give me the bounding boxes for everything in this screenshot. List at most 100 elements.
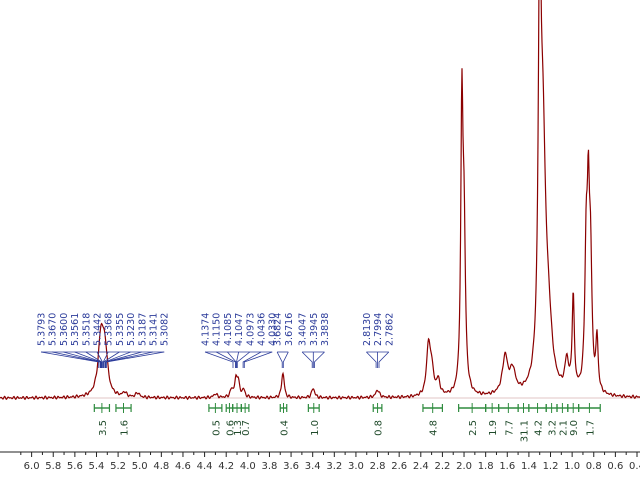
x-tick-label: 1.8 [478, 461, 494, 472]
peak-shift-label: 4.1150 [212, 313, 223, 346]
integral-value-label: 0.5 [211, 420, 222, 436]
peak-shift-label: 5.3670 [48, 313, 59, 346]
integral-value-label: 0.8 [374, 420, 385, 436]
integrals-group: 3.5 1.6 0.5 0.61.30.7 0.4 1.0 0.8 4.8 2.5 1.9 7.7 3… [93, 403, 601, 442]
peak-connector [104, 351, 131, 368]
x-tick-label: 3.8 [261, 461, 277, 472]
integral-value-label: 1.7 [585, 420, 596, 436]
integral-value-label: 4.8 [429, 420, 440, 436]
peak-connector [242, 351, 262, 368]
x-tick-label: 4.6 [175, 461, 191, 472]
peak-shift-label: 4.0973 [245, 313, 256, 346]
x-tick-label: 3.6 [283, 461, 299, 472]
peak-shift-label: 3.4047 [298, 313, 309, 346]
peak-shift-label: 4.0330 [268, 313, 279, 346]
peak-connector [282, 351, 289, 368]
x-tick-label: 1.0 [564, 461, 580, 472]
peak-shift-label: 3.3945 [309, 313, 320, 346]
peak-shift-label: 5.3793 [37, 313, 48, 346]
x-tick-label: 2.2 [434, 461, 450, 472]
x-tick-label: 1.6 [499, 461, 515, 472]
spectrum-group [0, 0, 640, 401]
peak-shift-label: 5.3355 [115, 313, 126, 346]
x-tick-label: 4.0 [240, 461, 256, 472]
peak-connector [366, 351, 377, 368]
peak-connector [243, 351, 273, 368]
peak-connector [378, 351, 390, 368]
peak-connector [106, 351, 165, 368]
peak-connector [96, 351, 103, 368]
x-tick-label: 1.4 [521, 461, 537, 472]
peak-connector [104, 351, 142, 368]
peak-shift-label: 4.1085 [223, 313, 234, 346]
x-tick-label: 3.4 [305, 461, 321, 472]
peak-connector [105, 351, 154, 368]
peak-shift-label: 2.8130 [362, 313, 373, 346]
integral-value-label: 1.3 [233, 420, 244, 436]
x-tick-label: 4.2 [218, 461, 234, 472]
integral-value-label: 0.6 [226, 420, 237, 436]
integral-value-label: 31.1 [520, 420, 531, 442]
peak-shift-label: 3.6824 [273, 313, 284, 346]
integral-value-label: 3.2 [548, 420, 559, 436]
peak-connector [314, 351, 325, 368]
peak-connector [236, 351, 251, 368]
peak-shift-label: 5.3518 [81, 313, 92, 346]
peak-shift-label: 4.1047 [234, 313, 245, 346]
peak-shift-label: 4.1374 [201, 313, 212, 346]
x-tick-label: 5.4 [89, 461, 105, 472]
peak-connector [276, 351, 283, 368]
x-tick-label: 0.6 [607, 461, 623, 472]
peak-connector [103, 351, 120, 368]
peak-shift-label: 4.0436 [257, 313, 268, 346]
x-tick-label: 4.4 [197, 461, 213, 472]
integral-value-label: 1.6 [120, 420, 131, 436]
integral-value-label: 9.0 [569, 420, 580, 436]
peak-labels-group: 5.3793 5.3670 5.3600 5.3561 5.3518 5.3442 5.33… [37, 313, 395, 368]
peak-shift-label: 5.3442 [93, 313, 104, 346]
peak-shift-label: 5.3082 [160, 313, 171, 346]
x-tick-label: 5.0 [132, 461, 148, 472]
x-tick-label: 3.0 [348, 461, 364, 472]
x-tick-label: 5.2 [110, 461, 126, 472]
integral-value-label: 2.5 [468, 420, 479, 436]
peak-shift-label: 5.3230 [126, 313, 137, 346]
spectrum-line [0, 0, 640, 401]
integral-value-label: 4.2 [534, 420, 545, 436]
x-tick-label: 2.4 [413, 461, 429, 472]
peak-shift-label: 5.3561 [70, 313, 81, 346]
integral-value-label: 7.7 [504, 420, 515, 436]
x-tick-label: 2.0 [456, 461, 472, 472]
integral-value-label: 0.7 [241, 420, 252, 436]
peak-shift-label: 2.7994 [373, 313, 384, 346]
x-tick-label: 0.8 [586, 461, 602, 472]
peak-shift-label: 3.3838 [320, 313, 331, 346]
peak-connector [236, 351, 239, 368]
peak-shift-label: 5.3368 [104, 313, 115, 346]
integral-value-label: 3.5 [98, 420, 109, 436]
x-tick-label: 5.6 [67, 461, 83, 472]
x-tick-label: 1.2 [543, 461, 559, 472]
peak-shift-label: 2.7862 [384, 313, 395, 346]
peak-shift-label: 5.3600 [59, 313, 70, 346]
x-tick-label: 5.8 [45, 461, 61, 472]
x-tick-label: 2.8 [370, 461, 386, 472]
integral-value-label: 0.4 [280, 420, 291, 436]
peak-connector [216, 351, 236, 368]
x-tick-label: 6.0 [24, 461, 40, 472]
integral-value-label: 1.9 [488, 420, 499, 436]
peak-connector [85, 351, 103, 368]
integral-value-label: 2.1 [558, 420, 569, 436]
x-tick-label: 2.6 [391, 461, 407, 472]
peak-shift-label: 5.3187 [137, 313, 148, 346]
peak-connector [301, 351, 313, 368]
peak-shift-label: 5.3141 [149, 313, 160, 346]
peak-shift-label: 3.6716 [284, 313, 295, 346]
x-tick-label: 3.2 [326, 461, 342, 472]
x-tick-label: 0.4 [629, 461, 640, 472]
peak-connector [204, 351, 234, 368]
x-tick-label: 4.8 [153, 461, 169, 472]
integral-value-label: 1.0 [310, 420, 321, 436]
x-axis-ticks: 6.0 5.8 5.6 5.4 5.2 5.0 4.8 4.6 4.4 4.2 4.0 3.8 3.6 3… [20, 452, 640, 472]
